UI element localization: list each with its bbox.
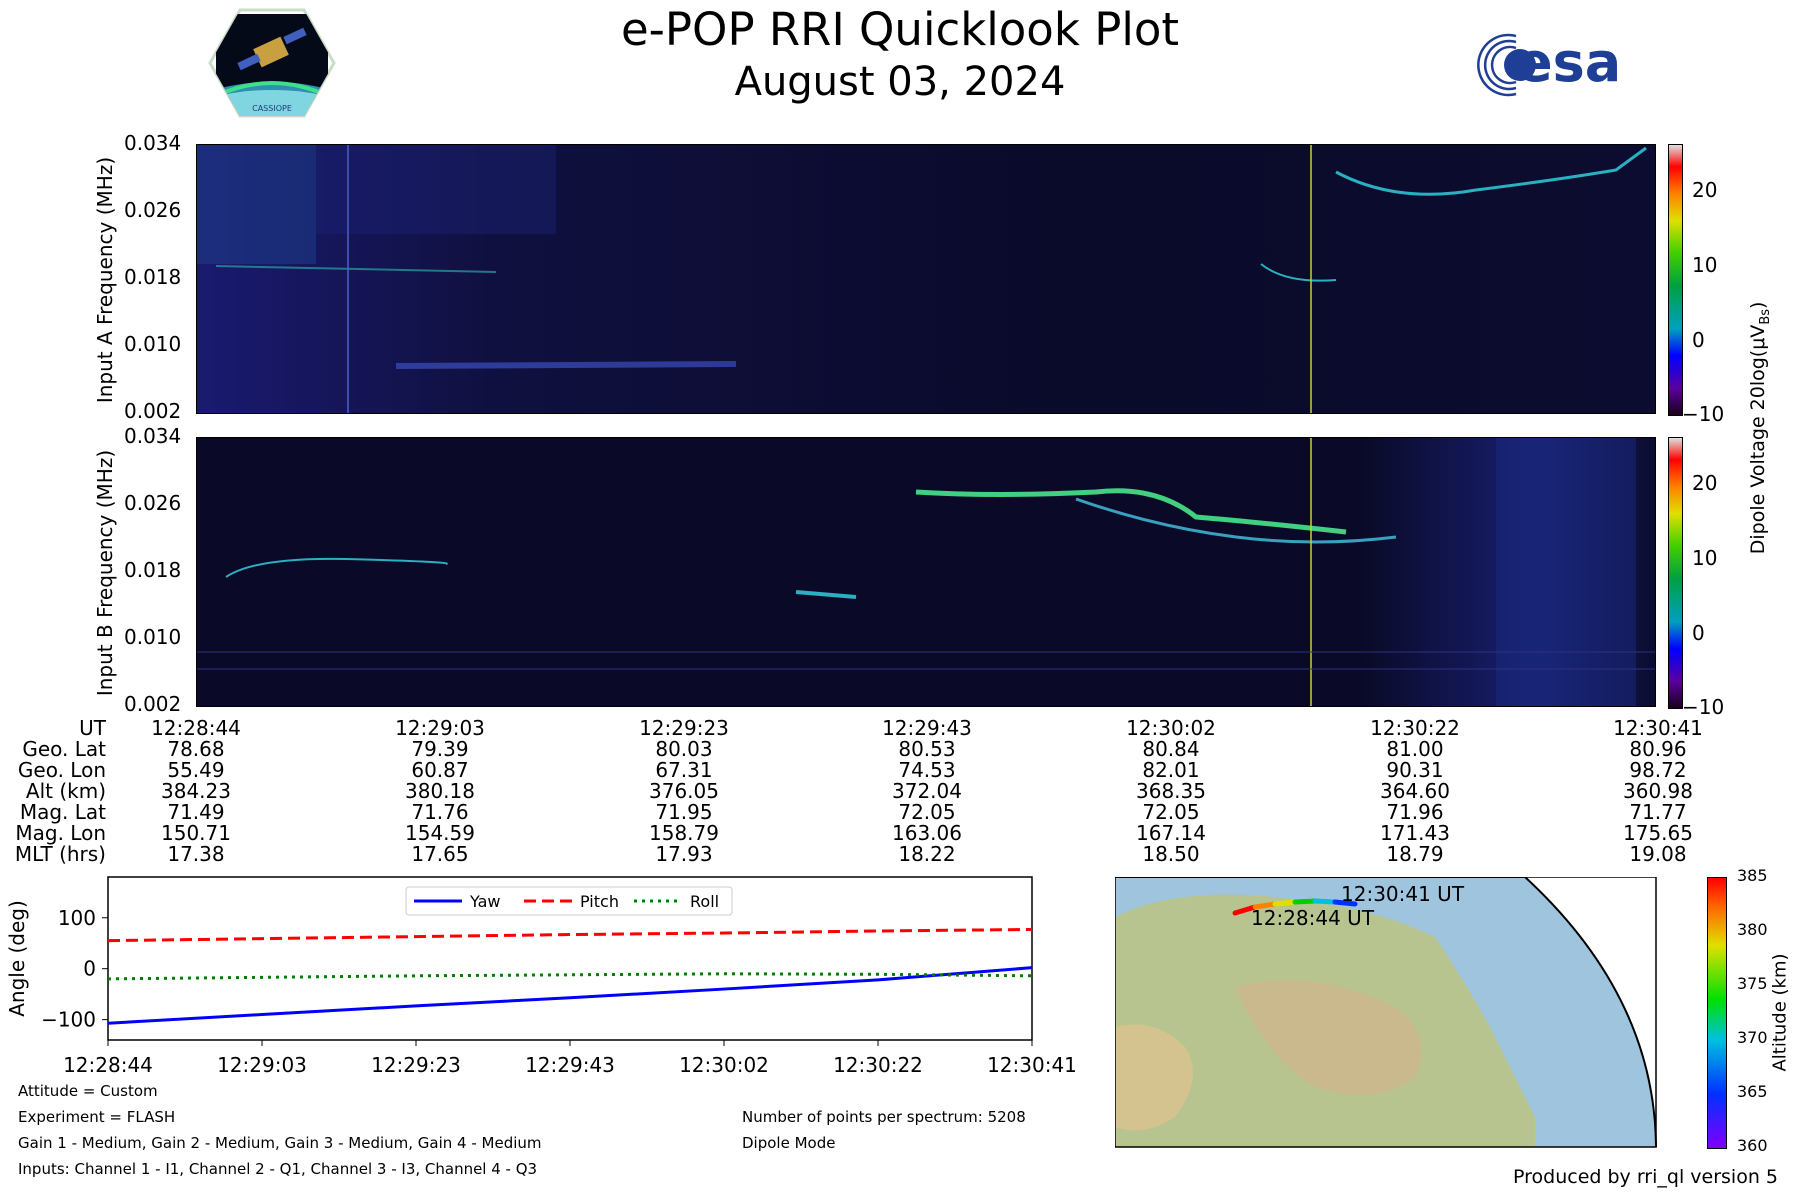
voltage-colorbar-label: Dipole Voltage 20log(μVBs) [1747,301,1773,555]
row-label: Alt (km) [25,779,106,803]
series-yaw-line [107,966,1033,1025]
attitude-chart: 100 0 −100 12:28:44 12:29:03 12:29:23 12:29:43… [5,876,1077,1077]
legend-label-pitch: Pitch [580,892,619,911]
notes-right: Number of points per spectrum: 5208 Dipo… [742,1108,1026,1152]
ytick: 0.002 [124,692,182,716]
xtick-label: 12:30:22 [833,1053,923,1077]
spectrogram-a-plot [196,144,1656,414]
ephemeris-column: 12:29:03 79.39 60.87 380.18 71.76 154.59 17.65 [395,716,485,866]
colorbar-tick: 0 [1692,328,1705,352]
ytick-label: −100 [41,1008,96,1032]
ephemeris-row-labels: UT Geo. Lat Geo. Lon Alt (km) Mag. Lat M… [0,718,106,865]
notes-left: Attitude = Custom Experiment = FLASH Gai… [18,1082,542,1178]
xtick-label: 12:30:41 [987,1053,1077,1077]
altitude-colorbar-label: Altitude (km) [1769,953,1791,1072]
colorbar-tick: 360 [1737,1136,1768,1155]
ytick: 0.034 [124,424,182,448]
land-arabia [1115,1024,1193,1131]
attitude-ylabel: Angle (deg) [5,900,29,1017]
note-experiment: Experiment = FLASH [18,1108,176,1126]
ytick: 0.026 [124,491,182,515]
series-pitch-line [107,927,1033,943]
orbit-end-label: 12:30:41 UT [1341,882,1465,906]
row-label: Mag. Lat [19,800,106,824]
footer-credit: Produced by rri_ql version 5 [1513,1166,1778,1188]
ytick: 0.034 [124,131,182,155]
legend-label-yaw: Yaw [469,892,500,911]
xtick-label: 12:29:03 [217,1053,307,1077]
colorbar-tick: 385 [1737,866,1768,885]
row-label: MLT (hrs) [14,842,106,866]
legend-label-roll: Roll [690,892,719,911]
orbit-track-segment [1232,904,1258,916]
ytick-label: 0 [83,957,96,981]
spectrogram-b-ylabel: Input B Frequency (MHz) [93,449,117,697]
map-frame [1115,877,1657,1148]
colorbar-tick: 0 [1692,621,1705,645]
ytick: 0.010 [124,625,182,649]
map-boundary [1115,877,1657,1148]
esa-logo-text: esa [1516,31,1621,94]
row-label: Mag. Lon [15,821,106,845]
colorbar-tick: −10 [1682,695,1725,719]
colorbar-tick: 365 [1737,1082,1768,1101]
ephemeris-column: 12:29:43 80.53 74.53 372.04 72.05 163.06 18.22 [882,716,972,866]
xtick-label: 12:29:23 [371,1053,461,1077]
colorbar-tick: 370 [1737,1028,1768,1047]
ytick: 0.018 [124,265,182,289]
spectrogram-b-frame [196,437,1656,707]
orbit-track [1232,898,1358,916]
colorbar-tick: −10 [1682,402,1725,426]
orbit-track-segment [1312,898,1338,905]
orbit-track-segment [1252,901,1278,910]
orbit-start-label: 12:28:44 UT [1251,906,1375,930]
note-mode: Dipole Mode [742,1134,836,1152]
ephemeris-column: 12:30:41 80.96 98.72 360.98 71.77 175.65 19.08 [1613,716,1703,866]
row-label: UT [79,716,106,740]
ytick-label: 100 [58,906,96,930]
land-desert [1235,980,1422,1095]
row-label: Geo. Lon [17,758,106,782]
note-inputs: Inputs: Channel 1 - I1, Channel 2 - Q1, … [18,1160,538,1178]
colorbar-tick: 375 [1737,974,1768,993]
xtick-label: 12:29:43 [525,1053,615,1077]
row-label: Geo. Lat [22,737,106,761]
esa-logo: esa [1477,31,1621,97]
cassiope-logo: CASSIOPE [208,8,336,118]
colorbar-tick: 380 [1737,920,1768,939]
ytick: 0.010 [124,332,182,356]
cassiope-logo-text: CASSIOPE [252,104,292,113]
note-gain: Gain 1 - Medium, Gain 2 - Medium, Gain 3… [18,1134,542,1152]
colorbar-tick: 10 [1692,253,1718,277]
orbit-track-segment [1332,899,1358,907]
ephemeris-column: 12:28:44 78.68 55.49 384.23 71.49 150.71 17.38 [151,716,241,866]
ytick: 0.018 [124,558,182,582]
page-title: e-POP RRI Quicklook Plot [620,3,1180,56]
spectrogram-a-ylabel: Input A Frequency (MHz) [93,156,117,404]
note-points: Number of points per spectrum: 5208 [742,1108,1026,1126]
orbit-track-segment [1292,898,1318,905]
spectrogram-a-frame [196,144,1656,414]
orbit-map: 12:30:41 UT 12:28:44 UT [1115,877,1657,1148]
colorbar-tick: 10 [1692,546,1718,570]
orbit-track-segment [1272,899,1298,907]
page-date: August 03, 2024 [734,59,1066,105]
ephemeris-column: 12:30:22 81.00 90.31 364.60 71.96 171.43 18.79 [1370,716,1460,866]
xtick-label: 12:30:02 [679,1053,769,1077]
ephemeris-column: 12:29:23 80.03 67.31 376.05 71.95 158.79 17.93 [639,716,729,866]
ytick: 0.026 [124,198,182,222]
ephemeris-column: 12:30:02 80.84 82.01 368.35 72.05 167.14 18.50 [1126,716,1216,866]
spectrogram-b-plot [196,437,1656,707]
note-attitude: Attitude = Custom [18,1082,158,1100]
colorbar-tick: 20 [1692,178,1718,202]
colorbar-tick: 20 [1692,471,1718,495]
ytick: 0.002 [124,399,182,423]
xtick-label: 12:28:44 [63,1053,153,1077]
series-roll-line [107,972,1033,981]
